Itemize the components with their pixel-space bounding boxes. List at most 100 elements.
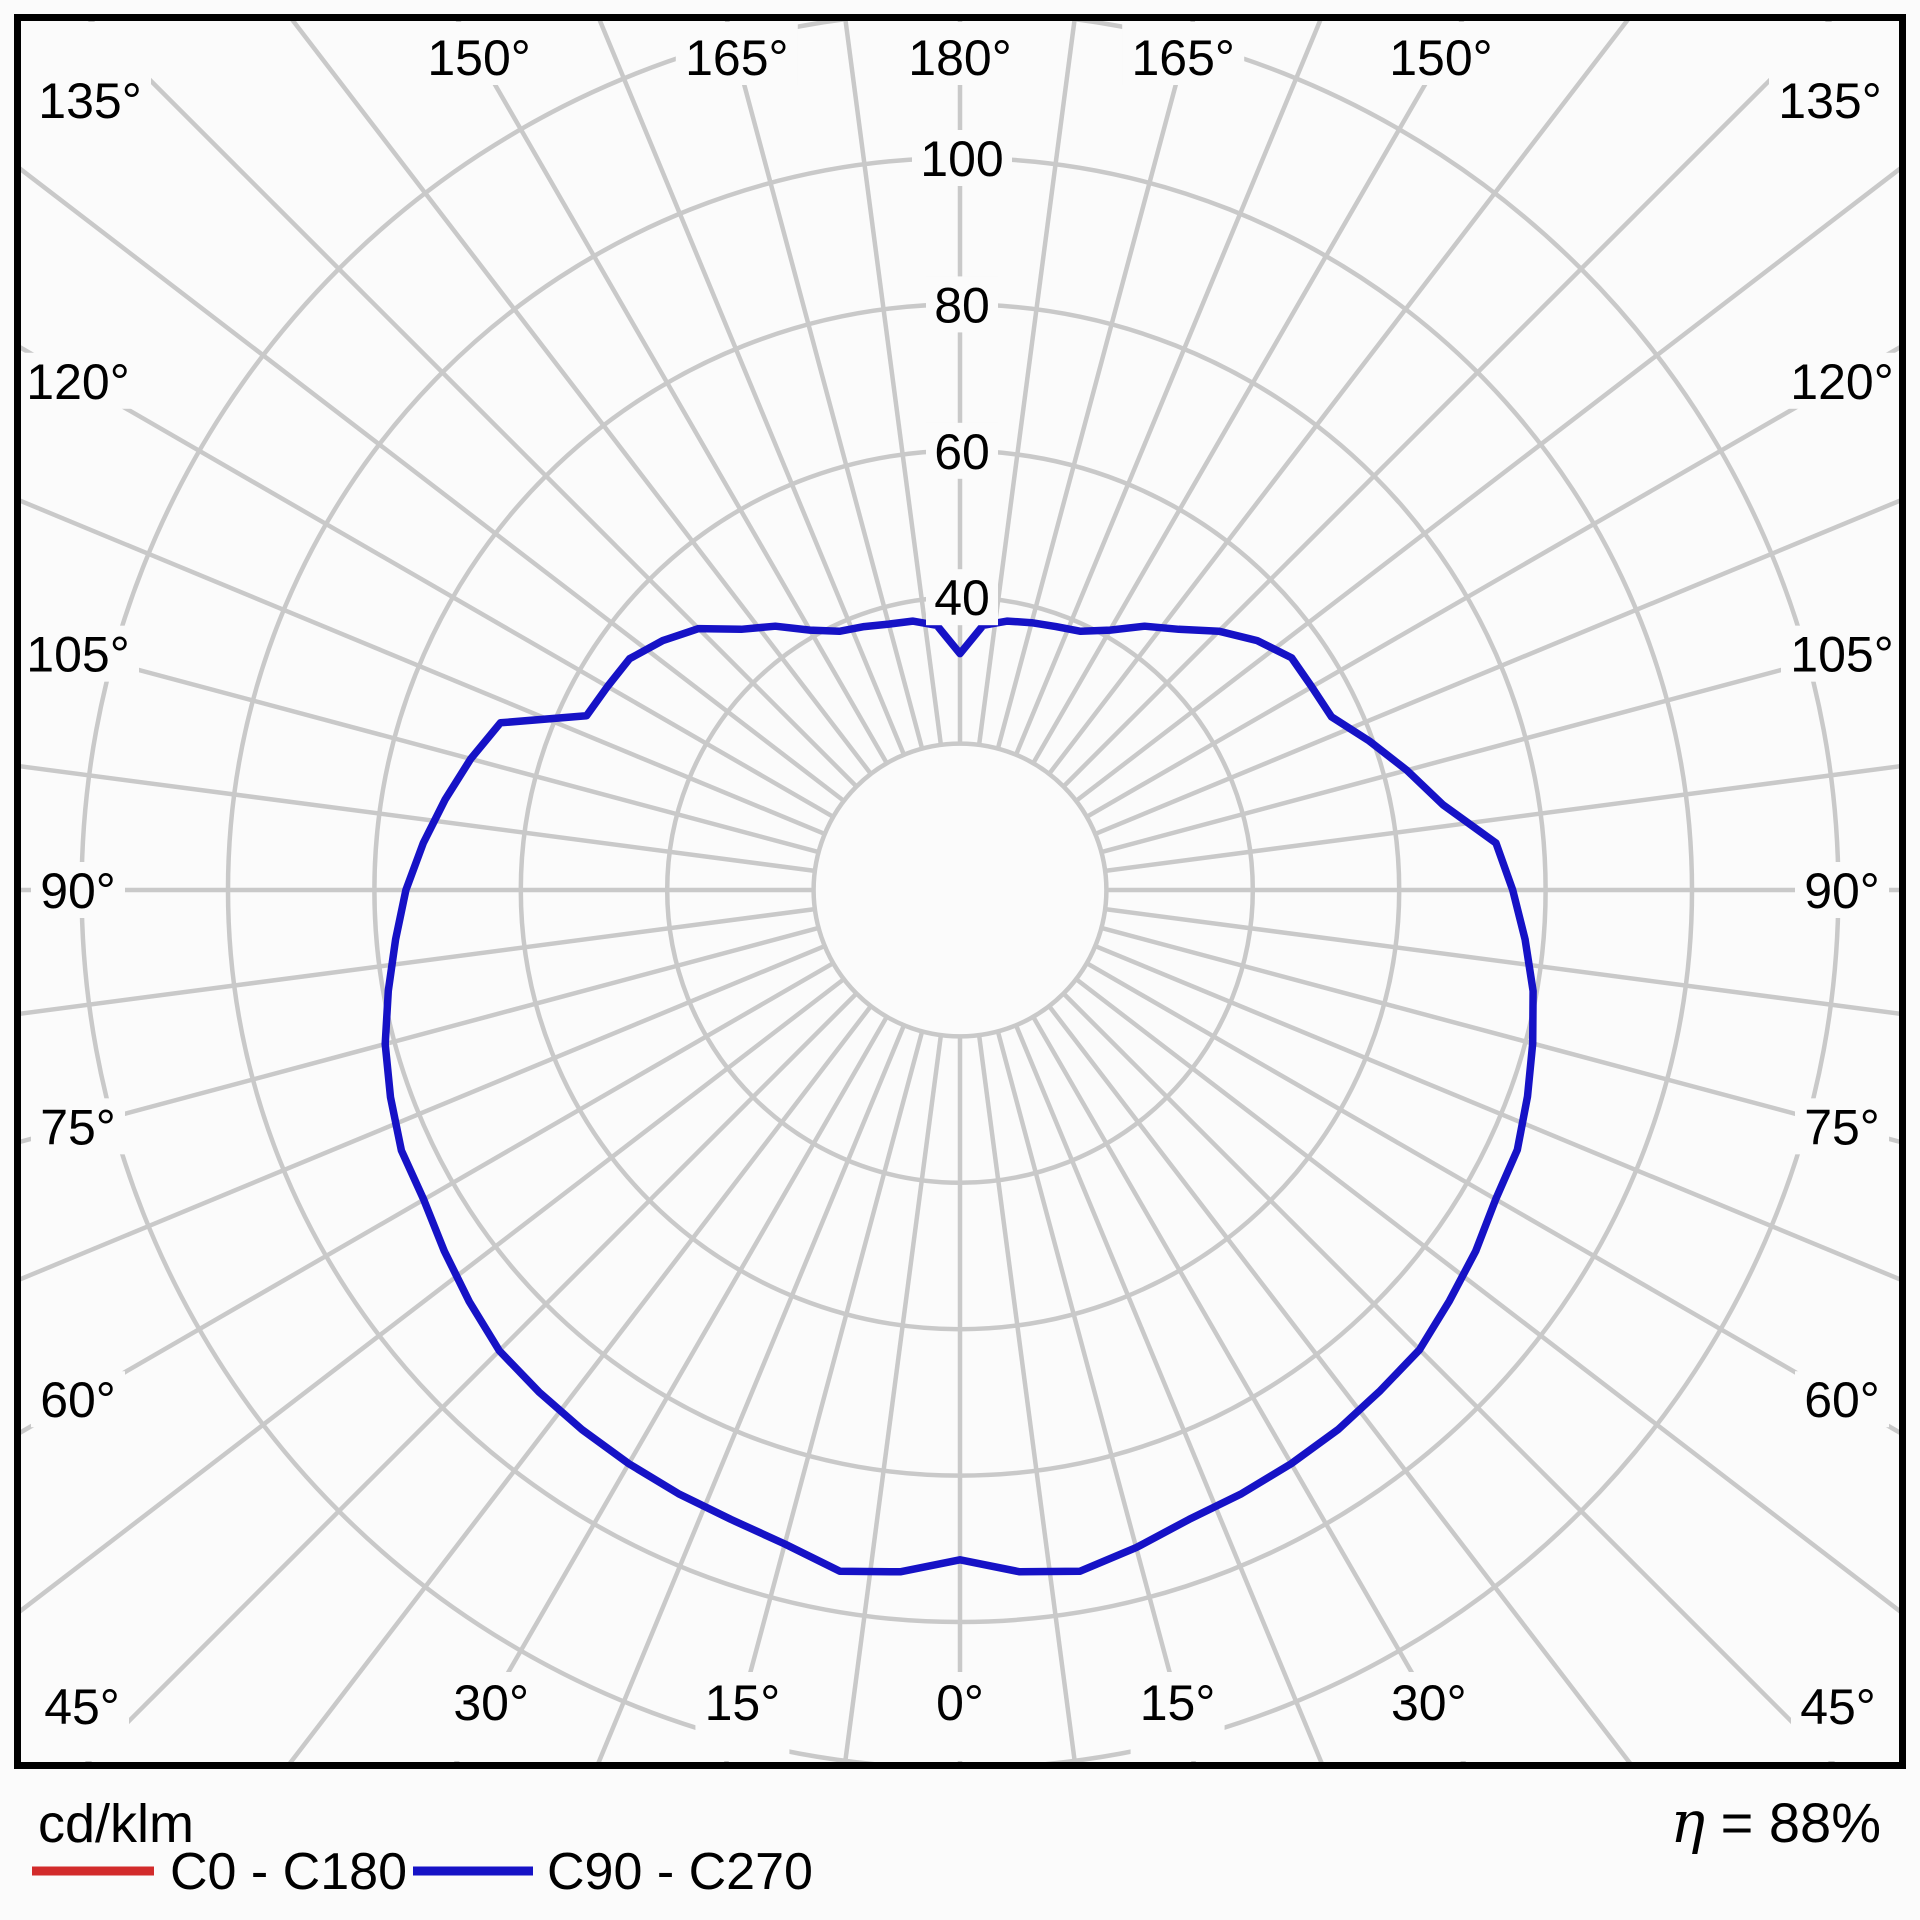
angular-spoke [21,166,846,803]
angle-label-45-left: 45° [44,1679,120,1735]
angular-spoke [21,764,816,874]
angular-spoke [21,961,835,1435]
angle-label-90-right-backing [1795,862,1889,918]
angle-label-120-left-backing [17,352,139,409]
angle-label-120-right: 120° [1790,354,1893,410]
angle-label-45-right: 45° [1800,1679,1876,1735]
radial-label-40-backing [926,569,998,626]
angular-spoke [21,906,816,1016]
angular-spoke [21,345,835,819]
angular-spoke [1047,1004,1632,1762]
angular-spoke [1085,961,1899,1435]
legend-label-c90: C90 - C270 [547,1843,813,1901]
angle-label-135-left: 135° [38,73,141,129]
angle-label-45-right-backing [1791,1676,1885,1761]
unit-label: cd/klm [38,1794,194,1854]
angular-spoke [288,1004,873,1762]
angle-label-120-left: 120° [26,354,129,410]
angle-label-15-left: 15° [705,1675,781,1731]
angle-label-75-right-backing [1795,1098,1889,1155]
angular-spoke [1100,925,1899,1144]
angle-label-30-left: 30° [453,1675,529,1731]
angular-spoke [21,498,826,837]
angle-label-15-left-backing [695,1672,790,1761]
angle-label-15-right-backing [1130,1672,1225,1761]
legend-label-c0: C0 - C180 [170,1843,407,1901]
intensity-curve-c90-c270 [381,617,1537,1576]
efficiency-label: η = 88% [1670,1788,1881,1856]
angle-label-90-left-backing [31,862,125,918]
plot-border [14,14,1906,1769]
angle-label-165-left-backing [675,22,798,85]
angular-spoke [995,21,1196,750]
angle-label-105-left: 105° [26,627,129,683]
angle-label-75-left-backing [31,1098,125,1155]
angular-spoke [1074,166,1899,803]
angular-spoke [21,636,820,855]
angle-label-75-left: 75° [40,1099,116,1155]
angle-label-165-right: 165° [1131,30,1234,86]
angle-label-165-left: 165° [685,30,788,86]
angular-spoke [995,1030,1196,1762]
angle-label-60-left: 60° [40,1372,116,1428]
angle-label-135-right-backing [1769,22,1891,128]
angle-label-150-right-backing [1379,22,1502,85]
angle-label-105-right: 105° [1790,627,1893,683]
angular-spoke [455,21,889,765]
angular-spoke [1047,21,1630,776]
radial-label-60: 60 [934,424,990,480]
angle-label-60-right: 60° [1804,1372,1880,1428]
legend: cd/klm C0 - C180 C90 - C270 η = 88% [32,1788,1881,1901]
angle-label-135-left-backing [29,22,151,128]
angular-spoke [976,21,1077,746]
axis-labels: 0° 15° 15° 30° 30° 45° 45° 60° 60° 75° 75° 90° 90° 10… [17,22,1903,1761]
angular-spoke [21,943,826,1282]
angular-spoke [1104,764,1899,874]
angle-label-75-right: 75° [1804,1099,1880,1155]
angular-spoke [21,925,820,1144]
angular-spoke [453,1015,889,1762]
angle-label-180-left: 180° [908,30,1011,86]
angular-spoke [1085,345,1899,819]
angle-label-0-left: 0° [936,1675,984,1731]
angle-label-60-left-backing [31,1371,125,1428]
angle-label-180-left-backing [899,22,1021,85]
angular-spoke [842,1034,944,1762]
angular-spoke [1031,1015,1467,1762]
angular-spoke [1094,498,1899,837]
angle-label-90-left: 90° [40,863,116,919]
angle-label-0-left-backing [927,1672,993,1761]
angular-spoke [724,21,925,750]
radial-label-100-backing [912,130,1012,186]
angle-label-120-right-backing [1781,352,1903,409]
angular-spoke [843,21,944,746]
angular-spoke [1013,1024,1324,1762]
angle-label-135-right: 135° [1778,73,1881,129]
radial-label-80-backing [926,276,998,333]
angular-spoke [976,1034,1078,1762]
angle-label-105-left-backing [17,625,139,682]
angle-label-150-left-backing [418,22,541,85]
radial-label-100: 100 [920,131,1003,187]
curve-c90-c270 [381,617,1537,1576]
angular-spoke [1031,21,1465,765]
angular-spoke [724,1030,925,1762]
angular-spoke [21,977,846,1614]
angular-spoke [1074,977,1899,1614]
angle-label-30-right: 30° [1391,1675,1467,1731]
angular-spoke [290,21,873,776]
angle-label-90-right: 90° [1804,863,1880,919]
radial-label-60-backing [926,422,998,479]
angle-label-45-left-backing [35,1676,129,1761]
angular-spoke [1013,21,1323,756]
angular-spoke [597,21,907,756]
angular-spoke [1100,636,1899,855]
angular-spoke [1104,906,1899,1016]
angle-label-105-right-backing [1781,625,1903,682]
radial-label-80: 80 [934,277,990,333]
angle-label-30-left-backing [444,1672,539,1761]
angle-label-165-right-backing [1122,22,1245,85]
angle-label-30-right-backing [1381,1672,1476,1761]
